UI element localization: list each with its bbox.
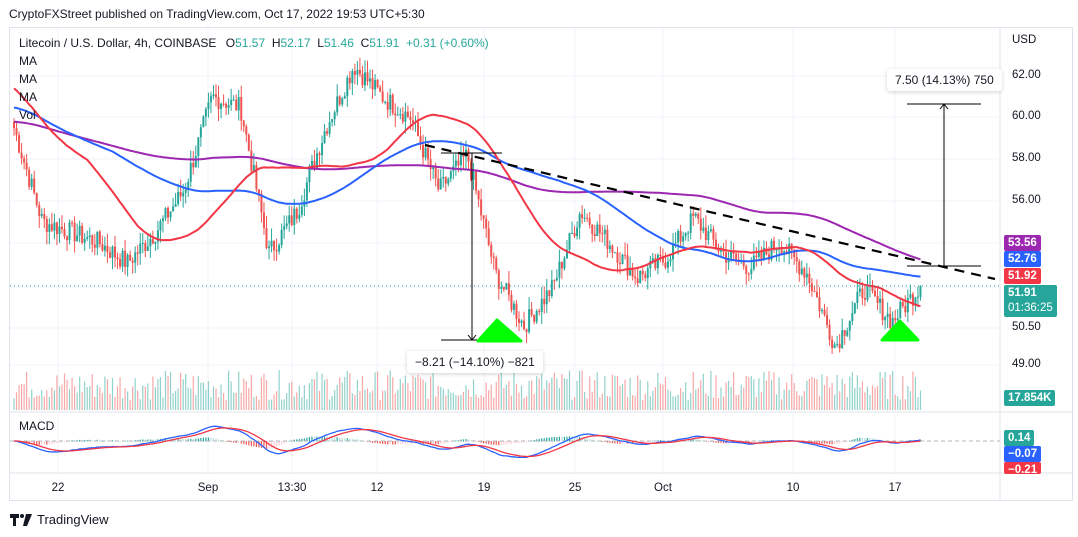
ma200-line: [13, 120, 921, 261]
price-tick-label: 62.00: [1012, 69, 1041, 81]
indicator-ma-1[interactable]: MA: [19, 54, 37, 68]
ma50-line: [13, 87, 921, 308]
last-price-value: 51.91: [1008, 287, 1037, 299]
time-tick-label: 25: [568, 482, 582, 494]
price-tick-label: 56.00: [1012, 194, 1041, 206]
time-tick-label: 22: [51, 482, 65, 494]
ma100-price-tag: 52.76: [1004, 251, 1041, 267]
high-value: 52.17: [280, 36, 311, 50]
publisher-line: CryptoFXStreet published on TradingView.…: [9, 7, 425, 21]
chart-frame: [9, 27, 1073, 501]
measure-down-tool: [441, 152, 502, 341]
price-tick-label: 50.50: [1012, 321, 1041, 333]
volume-tag: 17.854K: [1004, 390, 1056, 406]
macd-indicator-label[interactable]: MACD: [19, 419, 55, 433]
change-value: +0.31 (+0.60%): [405, 36, 489, 50]
measure-up-tool: [907, 103, 981, 267]
macd-signal-tag: −0.21: [1004, 462, 1042, 474]
price-tick-label: 60.00: [1012, 110, 1041, 122]
macd-signal-line: [14, 427, 921, 458]
ohlc-values: O51.57 H52.17 L51.46 C51.91 +0.31 (+0.60…: [225, 36, 489, 50]
indicator-volume[interactable]: Vol: [19, 108, 36, 122]
tradingview-logo-icon: [10, 513, 32, 526]
chart-legend: Litecoin / U.S. Dollar, 4h, COINBASE O51…: [19, 34, 489, 124]
logo-text: TradingView: [37, 512, 109, 527]
open-value: 51.57: [235, 36, 266, 50]
measure-up-label[interactable]: 7.50 (14.13%) 750: [887, 69, 1002, 91]
descending-trendline: [424, 143, 996, 281]
indicator-ma-2[interactable]: MA: [19, 72, 37, 86]
candles: [13, 57, 922, 354]
tradingview-logo[interactable]: TradingView: [10, 512, 109, 527]
volume-bars: [13, 370, 922, 410]
measure-down-label[interactable]: −8.21 (−14.10%) −821: [407, 351, 543, 373]
ma50-price-tag: 51.92: [1004, 268, 1041, 284]
ma200-price-tag: 53.56: [1004, 235, 1041, 251]
indicator-ma-3[interactable]: MA: [19, 90, 37, 104]
price-tick-label: 58.00: [1012, 152, 1041, 164]
ma100-line: [13, 106, 921, 278]
triangle-marker-2: [880, 319, 920, 342]
bar-countdown: 01:36:25: [1008, 302, 1053, 314]
time-tick-label: 12: [370, 482, 384, 494]
time-tick-label: Oct: [654, 482, 672, 494]
price-tick-label: 49.00: [1012, 358, 1041, 370]
last-price-tag: 51.91 01:36:25: [1004, 285, 1057, 317]
low-value: 51.46: [323, 36, 354, 50]
time-tick-label: Sep: [197, 482, 219, 494]
currency-label: USD: [1012, 34, 1037, 46]
macd-line-tag: −0.07: [1004, 446, 1042, 462]
time-tick-label: 17: [888, 482, 902, 494]
triangle-marker-1: [476, 318, 523, 343]
time-tick-label: 10: [786, 482, 800, 494]
macd-histogram-tag: 0.14: [1004, 430, 1035, 446]
time-tick-label: 13:30: [277, 482, 307, 494]
time-tick-label: 19: [477, 482, 491, 494]
close-value: 51.91: [369, 36, 400, 50]
symbol-title[interactable]: Litecoin / U.S. Dollar, 4h, COINBASE: [19, 36, 217, 50]
